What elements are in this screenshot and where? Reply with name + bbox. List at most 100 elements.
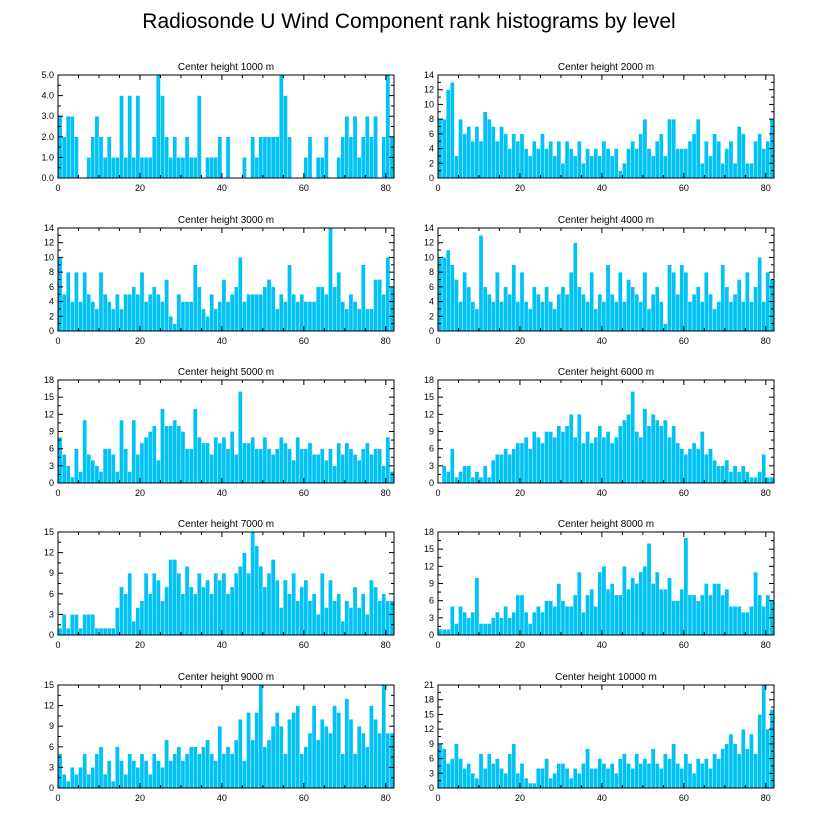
histogram-bar xyxy=(188,586,194,636)
histogram-bar xyxy=(61,774,67,789)
panels-container: Center height 1000 m0 20 40 60 800.01.02.03.… xyxy=(41,62,775,803)
histogram-bar xyxy=(581,611,586,636)
histogram-panel-1: Center height 2000 m 0 20 40 60 80 0 2 4 6 8 10 12 14 xyxy=(424,62,775,193)
panel-title: Center height 1000 m xyxy=(178,62,274,73)
histogram-bar xyxy=(663,155,668,179)
histogram-bar xyxy=(365,614,370,636)
histogram-bar xyxy=(663,419,668,484)
x-tick-label: 80 xyxy=(761,793,771,803)
histogram-bar xyxy=(201,308,206,332)
histogram-bar xyxy=(663,753,668,789)
histogram-bar xyxy=(57,437,63,484)
histogram-bar xyxy=(556,763,562,789)
histogram-bar xyxy=(111,454,116,484)
histogram-bar xyxy=(593,308,598,332)
histogram-bar xyxy=(373,586,378,636)
histogram-bar xyxy=(560,163,566,179)
histogram-bar xyxy=(234,454,239,484)
histogram-bar xyxy=(180,157,186,179)
x-tick-label: 40 xyxy=(217,793,227,803)
histogram-bar xyxy=(164,425,169,484)
histogram-bar xyxy=(671,425,676,484)
histogram-bar xyxy=(695,448,701,484)
histogram-bar xyxy=(254,294,259,332)
y-tick-label: 12 xyxy=(424,409,434,419)
histogram-bar xyxy=(691,133,697,179)
histogram-bar xyxy=(687,594,693,636)
histogram-bar xyxy=(201,442,206,484)
y-tick-label: 0 xyxy=(49,783,54,793)
histogram-bar xyxy=(328,448,333,484)
histogram-bar xyxy=(691,773,697,789)
x-tick-label: 20 xyxy=(135,183,145,193)
x-tick-label: 20 xyxy=(515,488,525,498)
histogram-bar xyxy=(700,301,705,332)
histogram-bar xyxy=(757,594,762,636)
histogram-bar xyxy=(716,141,721,179)
histogram-bar xyxy=(593,148,598,179)
histogram-bar xyxy=(720,264,726,332)
y-tick-label: 8 xyxy=(429,114,434,124)
histogram-bar xyxy=(552,437,558,484)
histogram-bar xyxy=(131,760,137,789)
histogram-bar xyxy=(491,763,496,789)
x-tick-label: 40 xyxy=(597,336,607,346)
histogram-bar xyxy=(262,286,268,332)
histogram-bar xyxy=(332,286,337,332)
histogram-bar xyxy=(626,763,631,789)
histogram-bar xyxy=(377,448,382,484)
histogram-bar xyxy=(745,611,750,636)
histogram-bar xyxy=(250,531,255,636)
histogram-bar xyxy=(450,448,455,484)
histogram-bar xyxy=(700,763,705,789)
histogram-bar xyxy=(659,425,664,484)
histogram-bar xyxy=(593,437,598,484)
histogram-bar xyxy=(605,768,611,789)
histogram-bar xyxy=(147,157,153,179)
histogram-bar xyxy=(568,414,574,484)
histogram-bar xyxy=(143,301,149,332)
histogram-bar xyxy=(679,768,685,789)
histogram-bar xyxy=(82,753,87,789)
histogram-bar xyxy=(221,753,227,789)
histogram-bar xyxy=(279,437,284,484)
histogram-bar xyxy=(361,136,366,179)
histogram-bar xyxy=(749,606,754,636)
histogram-bar xyxy=(369,579,374,636)
histogram-bar xyxy=(523,437,529,484)
histogram-bar xyxy=(441,257,447,332)
histogram-bar xyxy=(234,286,239,332)
x-tick-label: 60 xyxy=(679,336,689,346)
histogram-bar xyxy=(568,778,574,789)
histogram-bar xyxy=(687,763,693,789)
histogram-bar xyxy=(728,301,734,332)
histogram-bar xyxy=(474,577,480,636)
histogram-bar xyxy=(589,271,594,332)
x-tick-label: 80 xyxy=(761,640,771,650)
y-tick-label: 21 xyxy=(424,680,434,690)
histogram-bar xyxy=(74,614,79,636)
histogram-bar xyxy=(659,589,664,636)
histogram-bar xyxy=(581,294,586,332)
x-tick-label: 20 xyxy=(515,640,525,650)
histogram-bar xyxy=(544,758,549,789)
histogram-bar xyxy=(82,271,87,332)
histogram-bar xyxy=(115,157,120,179)
histogram-bar xyxy=(720,465,726,484)
histogram-bar xyxy=(381,684,386,789)
histogram-bar xyxy=(552,773,558,789)
histogram-bar xyxy=(258,136,264,179)
histogram-bar xyxy=(266,573,272,636)
histogram-bar xyxy=(188,301,194,332)
histogram-bar xyxy=(147,774,153,789)
histogram-bar xyxy=(115,471,120,484)
y-tick-label: 2 xyxy=(49,311,54,321)
histogram-bar xyxy=(548,141,553,179)
x-tick-label: 40 xyxy=(597,640,607,650)
histogram-bar xyxy=(274,136,280,179)
histogram-bar xyxy=(74,774,79,789)
histogram-bar xyxy=(671,118,676,179)
histogram-bar xyxy=(209,593,214,636)
histogram-bar xyxy=(131,286,137,332)
histogram-bar xyxy=(242,301,247,332)
